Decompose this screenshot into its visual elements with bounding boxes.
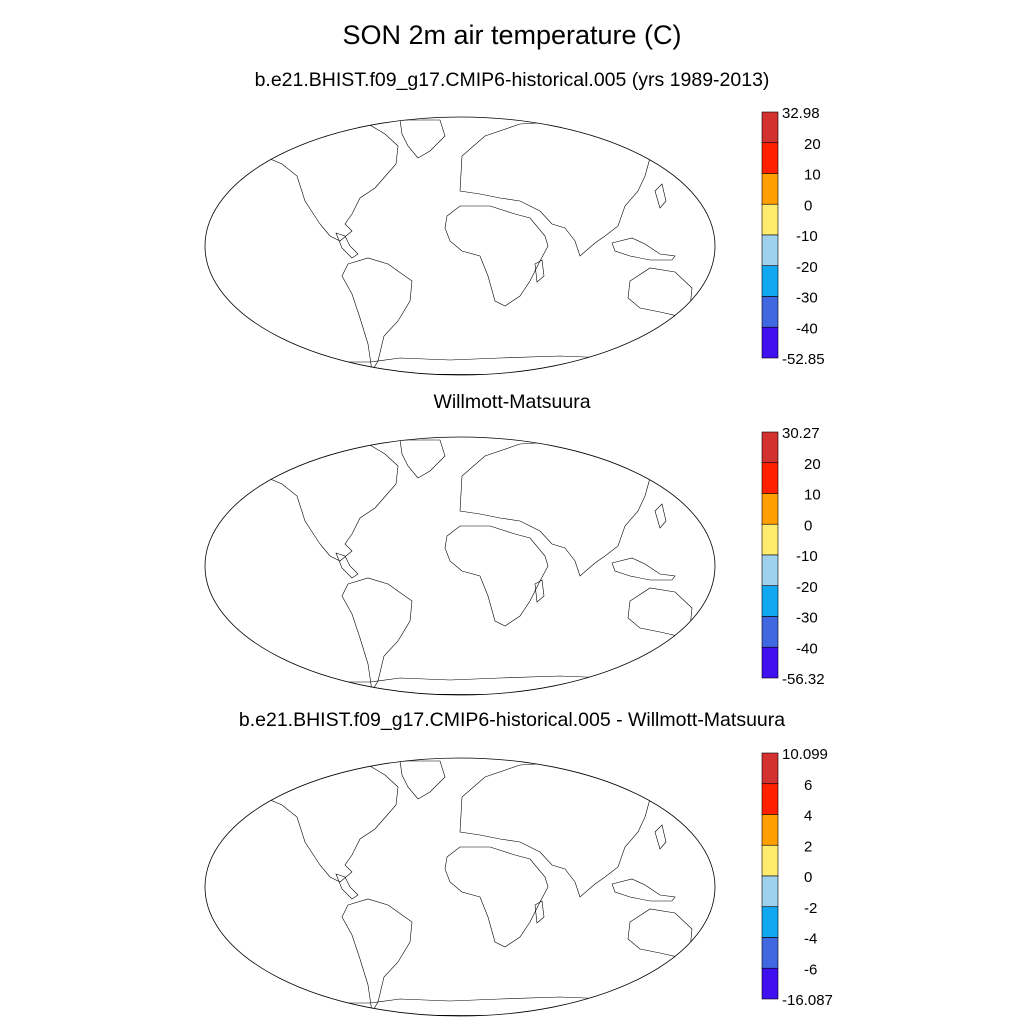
colorbar-swatch <box>761 585 779 617</box>
colorbar-swatch <box>761 616 779 648</box>
colorbar-label: 32.98 <box>782 105 820 122</box>
colorbar-label: 0 <box>804 869 812 886</box>
colorbar-label: -40 <box>796 320 818 337</box>
colorbar-swatch <box>761 234 779 267</box>
colorbar-label: 4 <box>804 808 812 825</box>
colorbar-label: -6 <box>804 961 817 978</box>
colorbar-label: 10 <box>804 487 821 504</box>
colorbar-label: -56.32 <box>782 671 825 688</box>
colorbar-swatch <box>761 967 779 1000</box>
panel-1-subtitle: b.e21.BHIST.f09_g17.CMIP6-historical.005… <box>254 69 770 91</box>
colorbar-swatch <box>761 111 779 144</box>
colorbar-swatch <box>761 142 779 174</box>
colorbar-label: 6 <box>804 777 812 794</box>
colorbar-swatch <box>761 493 779 525</box>
colorbar-label: 20 <box>804 456 821 473</box>
colorbar-label: -20 <box>796 579 818 596</box>
colorbar-swatch <box>761 875 779 908</box>
colorbar-swatch <box>761 523 779 556</box>
colorbar-label: -20 <box>796 259 818 276</box>
colorbar-label: -16.087 <box>782 992 833 1009</box>
colorbar-swatch <box>761 431 779 464</box>
panel-2-map <box>204 436 716 696</box>
colorbar-swatch <box>761 752 779 785</box>
colorbar-label: -10 <box>796 228 818 245</box>
colorbar-swatch <box>761 646 779 679</box>
colorbar-label: -10 <box>796 548 818 565</box>
colorbar-label: 2 <box>804 838 812 855</box>
panel-3-map <box>204 757 716 1017</box>
colorbar-label: -40 <box>796 640 818 657</box>
colorbar-swatch <box>761 462 779 494</box>
colorbar-swatch <box>761 203 779 236</box>
colorbar-swatch <box>761 296 779 328</box>
colorbar-label: 10 <box>804 167 821 184</box>
colorbar-swatch <box>761 937 779 969</box>
colorbar-label: -30 <box>796 610 818 627</box>
panel-3-colorbar: 10.099 6 4 2 0 -2 -4 -6 -16.087 <box>761 746 833 1009</box>
colorbar-label: 0 <box>804 517 812 534</box>
colorbar-swatch <box>761 173 779 205</box>
panel-2-colorbar: 30.27 20 10 0 -10 -20 -30 -40 -56.32 <box>761 425 825 688</box>
colorbar-label: -52.85 <box>782 351 825 368</box>
map-outline <box>204 436 716 696</box>
colorbar-swatch <box>761 326 779 359</box>
panel-3-subtitle: b.e21.BHIST.f09_g17.CMIP6-historical.005… <box>238 709 786 731</box>
map-outline <box>204 116 716 376</box>
colorbar-label: 0 <box>804 197 812 214</box>
panel-1-colorbar: 32.98 20 10 0 -10 -20 -30 -40 -52.85 <box>761 105 825 368</box>
colorbar-label: -30 <box>796 290 818 307</box>
colorbar-swatch <box>761 814 779 846</box>
figure-title: SON 2m air temperature (C) <box>342 20 682 50</box>
map-outline <box>204 757 716 1017</box>
colorbar-swatch <box>761 783 779 815</box>
colorbar-swatch <box>761 906 779 938</box>
colorbar-swatch <box>761 844 779 877</box>
colorbar-swatch <box>761 265 779 297</box>
panel-2-subtitle: Willmott-Matsuura <box>433 391 591 413</box>
colorbar-label: 10.099 <box>782 746 828 763</box>
colorbar-label: -2 <box>804 900 817 917</box>
colorbar-label: -4 <box>804 931 817 948</box>
panel-1-map <box>204 116 716 376</box>
colorbar-label: 20 <box>804 136 821 153</box>
colorbar-label: 30.27 <box>782 425 820 442</box>
colorbar-swatch <box>761 554 779 587</box>
